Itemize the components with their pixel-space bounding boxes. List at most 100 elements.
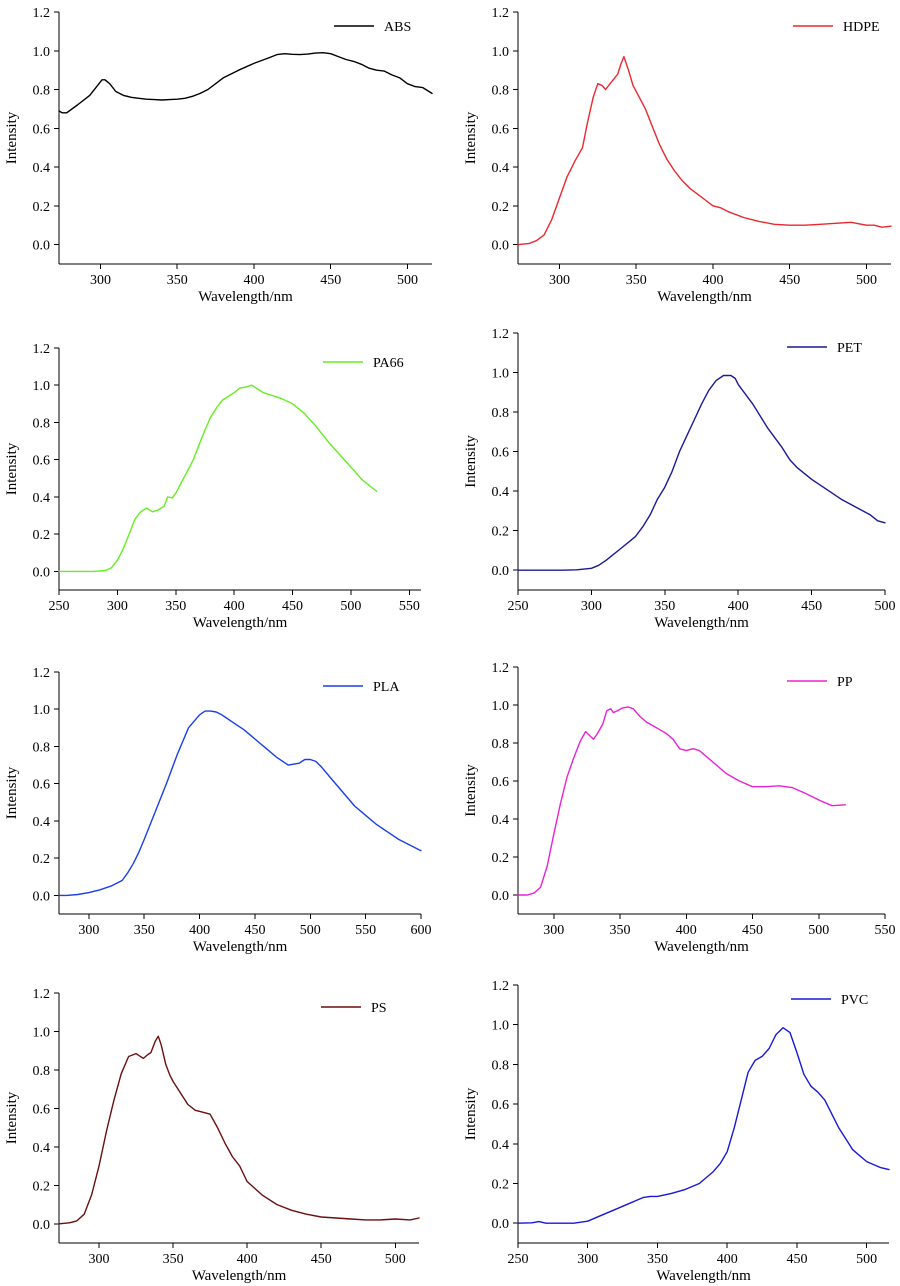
- x-tick-label: 450: [282, 599, 303, 614]
- x-axis-label: Wavelength/nm: [193, 939, 288, 955]
- x-tick-label: 300: [107, 599, 128, 614]
- chart-panel: 0.0 0.2 0.4 0.6 0.8 1.0 1.2 300 350 400 450 500 Wave…: [4, 987, 420, 1284]
- x-tick-label: 550: [355, 923, 376, 938]
- y-tick-label: 0.8: [33, 1064, 51, 1079]
- y-tick-label: 0.4: [492, 485, 510, 500]
- x-tick-label: 450: [786, 1252, 807, 1267]
- x-tick-label: 350: [610, 923, 631, 938]
- y-tick-label: 1.0: [492, 699, 510, 714]
- x-tick-label: 400: [189, 923, 210, 938]
- x-tick-label: 500: [808, 923, 829, 938]
- x-tick-label: 300: [549, 273, 570, 288]
- y-tick-label: 0.6: [492, 122, 510, 137]
- x-tick-label: 250: [508, 1252, 529, 1267]
- series-line-ps: [58, 1035, 420, 1225]
- x-tick-label: 500: [856, 273, 877, 288]
- chart-panel: 0.0 0.2 0.4 0.6 0.8 1.0 1.2 300 350 400 450 500 550 6…: [4, 666, 432, 955]
- x-axis-label: Wavelength/nm: [198, 289, 293, 305]
- y-tick-label: 0.0: [492, 1217, 510, 1232]
- chart-panel: 0.0 0.2 0.4 0.6 0.8 1.0 1.2 250 300 350 400 450 500 W…: [463, 979, 890, 1284]
- y-tick-label: 1.0: [492, 45, 510, 60]
- x-axis-label: Wavelength/nm: [192, 1268, 287, 1284]
- y-tick-label: 0.2: [33, 852, 51, 867]
- x-tick-label: 500: [385, 1252, 406, 1267]
- y-tick-label: 1.0: [33, 379, 51, 394]
- legend-label: PS: [371, 1001, 387, 1016]
- y-axis-label: Intensity: [463, 764, 479, 817]
- y-tick-label: 0.2: [492, 851, 510, 866]
- y-axis-label: Intensity: [4, 111, 20, 164]
- y-tick-label: 0.0: [492, 889, 510, 904]
- x-tick-label: 400: [728, 599, 749, 614]
- series-line-hdpe: [517, 55, 892, 246]
- y-tick-label: 1.2: [33, 6, 51, 21]
- y-tick-label: 0.8: [33, 416, 51, 431]
- series-line-pp: [517, 706, 846, 896]
- x-tick-label: 350: [654, 599, 675, 614]
- y-tick-label: 1.2: [33, 342, 51, 357]
- x-axis-label: Wavelength/nm: [657, 289, 752, 305]
- y-axis-label: Intensity: [4, 766, 20, 819]
- x-axis-label: Wavelength/nm: [193, 615, 288, 631]
- y-tick-label: 0.8: [33, 84, 51, 99]
- y-tick-label: 0.2: [492, 1177, 510, 1192]
- y-tick-label: 0.4: [33, 491, 51, 506]
- y-tick-label: 1.2: [492, 661, 510, 676]
- chart-panel: 0.0 0.2 0.4 0.6 0.8 1.0 1.2 300 350 400 450 500 550 W…: [463, 661, 896, 955]
- y-tick-label: 1.2: [492, 6, 510, 21]
- x-tick-label: 250: [49, 599, 70, 614]
- x-tick-label: 500: [397, 273, 418, 288]
- x-tick-label: 400: [243, 273, 264, 288]
- series-line-pa66: [58, 384, 378, 573]
- y-tick-label: 0.2: [33, 200, 51, 215]
- x-tick-label: 350: [626, 273, 647, 288]
- x-tick-label: 450: [779, 273, 800, 288]
- y-tick-label: 0.2: [492, 525, 510, 540]
- legend-label: PA66: [373, 356, 404, 371]
- y-axis-label: Intensity: [4, 1091, 20, 1144]
- y-tick-label: 1.2: [33, 666, 51, 681]
- y-tick-label: 0.6: [492, 446, 510, 461]
- x-tick-label: 250: [508, 599, 529, 614]
- y-tick-label: 0.6: [33, 454, 51, 469]
- y-tick-label: 0.6: [492, 775, 510, 790]
- y-tick-label: 0.6: [492, 1098, 510, 1113]
- x-tick-label: 350: [167, 273, 188, 288]
- x-tick-label: 550: [875, 923, 896, 938]
- y-tick-label: 1.2: [33, 987, 51, 1002]
- y-tick-label: 0.2: [33, 528, 51, 543]
- y-tick-label: 0.2: [33, 1179, 51, 1194]
- series-line-abs: [58, 52, 433, 114]
- x-tick-label: 300: [90, 273, 111, 288]
- chart-panel: 0.0 0.2 0.4 0.6 0.8 1.0 1.2 300 350 400 450 500 Wave…: [4, 6, 433, 305]
- chart-panel: 0.0 0.2 0.4 0.6 0.8 1.0 1.2 250 300 350 400 450 500 W…: [463, 327, 896, 631]
- x-axis-label: Wavelength/nm: [654, 939, 749, 955]
- y-tick-label: 0.0: [33, 565, 51, 580]
- y-tick-label: 1.0: [33, 1025, 51, 1040]
- series-line-pvc: [517, 1026, 890, 1224]
- x-tick-label: 300: [543, 923, 564, 938]
- y-tick-label: 0.8: [492, 737, 510, 752]
- x-tick-label: 450: [801, 599, 822, 614]
- x-tick-label: 500: [340, 599, 361, 614]
- y-tick-label: 0.0: [492, 564, 510, 579]
- legend-label: PVC: [841, 993, 868, 1008]
- y-tick-label: 0.8: [33, 740, 51, 755]
- chart-panel: 0.0 0.2 0.4 0.6 0.8 1.0 1.2 300 350 400 450 500 Wave…: [463, 6, 892, 305]
- x-axis-label: Wavelength/nm: [656, 1268, 751, 1284]
- y-tick-label: 0.0: [492, 239, 510, 254]
- x-tick-label: 400: [237, 1252, 258, 1267]
- x-tick-label: 300: [577, 1252, 598, 1267]
- y-tick-label: 0.2: [492, 200, 510, 215]
- y-tick-label: 0.4: [492, 1138, 510, 1153]
- y-tick-label: 0.0: [33, 889, 51, 904]
- x-axis-label: Wavelength/nm: [654, 615, 749, 631]
- x-tick-label: 450: [320, 273, 341, 288]
- series-line-pet: [517, 374, 886, 571]
- y-tick-label: 1.2: [492, 979, 510, 994]
- y-tick-label: 0.6: [33, 778, 51, 793]
- x-tick-label: 550: [399, 599, 420, 614]
- legend-label: PLA: [373, 680, 400, 695]
- y-tick-label: 0.4: [33, 815, 51, 830]
- legend-label: PP: [837, 675, 853, 690]
